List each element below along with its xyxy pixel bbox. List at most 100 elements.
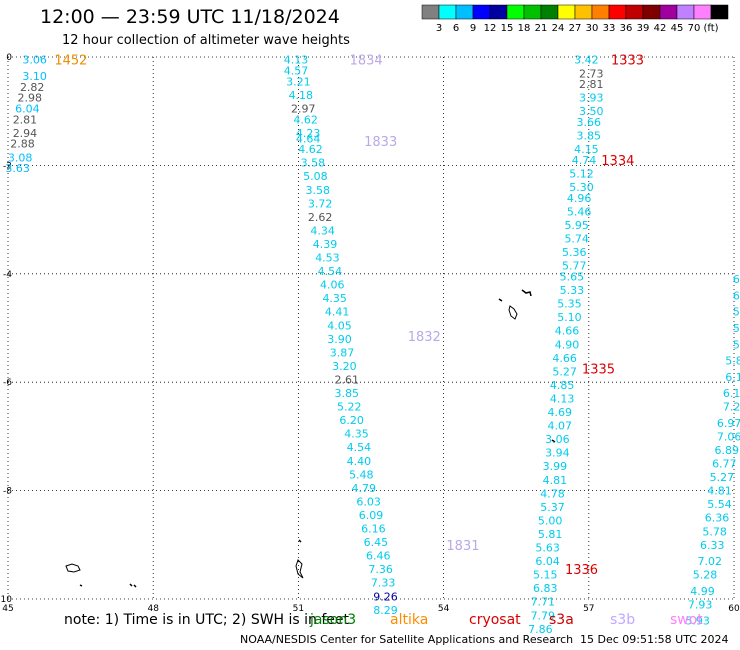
wave-height-value: 5.78 <box>702 525 727 538</box>
colorbar-label: 12 <box>484 23 497 34</box>
wave-height-value: 5.10 <box>557 311 582 324</box>
wave-height-value: 5.08 <box>303 170 328 183</box>
wave-height-value: 6.09 <box>359 509 384 522</box>
wave-height-value: 4.74 <box>572 154 597 167</box>
colorbar-label: 18 <box>518 23 531 34</box>
pass-time-label: 1334 <box>601 154 634 169</box>
wave-height-value: 4.90 <box>555 338 580 351</box>
wave-height-value: 4.15 <box>574 143 599 156</box>
wave-height-value: 7.86 <box>528 623 553 636</box>
wave-height-value: 2.62 <box>308 211 333 224</box>
wave-height-value: 9.26 <box>373 590 398 603</box>
wave-height-value: 5 <box>733 306 740 319</box>
wave-height-value: 2.81 <box>13 113 38 126</box>
wave-height-value: 4.54 <box>347 441 372 454</box>
colorbar-label: 70 <box>688 23 701 34</box>
wave-height-value: 4.81 <box>543 474 568 487</box>
wave-height-value: 3.21 <box>286 75 311 88</box>
wave-height-value: 5.54 <box>707 498 732 511</box>
wave-height-value: 6.16 <box>361 523 386 536</box>
wave-height-value: 3.42 <box>574 54 599 67</box>
wave-height-value: 6.97 <box>717 417 740 430</box>
wave-height-value: 5.27 <box>710 471 735 484</box>
legend-cryosat: cryosat <box>469 612 521 628</box>
wave-height-value: 6.03 <box>356 495 381 508</box>
wave-height-value: 4.53 <box>315 252 340 265</box>
wave-height-value: 5 <box>733 322 740 335</box>
wave-height-value: 2.94 <box>13 127 38 140</box>
legend-swot: swot <box>670 612 703 628</box>
wave-height-value: 5.48 <box>349 468 374 481</box>
wave-height-value: 4.13 <box>284 54 309 67</box>
colorbar-swatch <box>710 4 729 20</box>
wave-height-value: 4.81 <box>707 485 732 498</box>
wave-height-value: 3.06 <box>545 433 570 446</box>
wave-height-value: 5.22 <box>337 401 362 414</box>
wave-height-value: 3.63 <box>5 162 30 175</box>
wave-height-value: 4.40 <box>347 455 372 468</box>
wave-height-value: 4.62 <box>293 113 318 126</box>
wave-height-value: 5.27 <box>552 365 577 378</box>
wave-height-value: 5.63 <box>535 542 560 555</box>
y-tick-label: -8 <box>3 487 12 497</box>
wave-height-value: 3.20 <box>332 360 357 373</box>
x-tick-label: 51 <box>293 604 304 614</box>
pass-time-label: 1335 <box>582 363 615 378</box>
wave-height-value: 7.02 <box>698 555 723 568</box>
wave-height-value: 3.85 <box>577 130 602 143</box>
wave-height-value: 4.35 <box>344 428 369 441</box>
color-scale-legend: 3 6 9 12 15 18 21 24 27 30 33 36 39 42 45 70 (ft) <box>421 4 729 34</box>
colorbar-label: 9 <box>470 23 476 34</box>
wave-height-value: 3.10 <box>22 70 47 83</box>
wave-height-value: 5 <box>733 338 740 351</box>
pass-time-label: 1831 <box>446 539 479 554</box>
wave-height-value: 5.74 <box>564 233 589 246</box>
wave-height-value: 5.15 <box>533 569 558 582</box>
page-title: 12:00 — 23:59 UTC 11/18/2024 <box>40 6 340 28</box>
x-tick-label: 54 <box>438 604 450 614</box>
land-islands <box>65 289 556 588</box>
colorbar-label: 3 <box>436 23 442 34</box>
wave-height-value: 6.33 <box>700 539 725 552</box>
wave-height-value: 5.12 <box>569 168 594 181</box>
wave-height-value: 4.62 <box>298 143 323 156</box>
wave-height-value: 7.71 <box>531 596 556 609</box>
wave-height-value: 7.36 <box>368 563 393 576</box>
wave-height-value: 3.58 <box>301 157 326 170</box>
wave-height-value: 6.36 <box>705 512 730 525</box>
grid-lines <box>7 56 735 600</box>
wave-height-value: 4.39 <box>313 238 338 251</box>
altimeter-tracks: 3.063.102.822.986.042.812.942.883.083.63… <box>5 54 740 636</box>
island-outline <box>79 584 83 587</box>
x-tick-label: 45 <box>2 604 13 614</box>
wave-height-value: 6.89 <box>714 444 739 457</box>
wave-height-value: 4.35 <box>322 292 347 305</box>
pass-time-label: 1336 <box>565 563 598 578</box>
island-outline <box>551 439 556 443</box>
wave-height-value: 3.90 <box>327 333 352 346</box>
wave-height-value: 4.66 <box>555 325 580 338</box>
legend-s3b: s3b <box>610 612 636 628</box>
wave-height-value: 3.72 <box>308 197 333 210</box>
note-text: note: 1) Time is in UTC; 2) SWH is in fe… <box>64 612 350 628</box>
wave-height-value: 6.20 <box>339 414 364 427</box>
colorbar-label: 42 <box>654 23 667 34</box>
wave-height-value: 4.07 <box>548 420 573 433</box>
y-tick-label: 0 <box>6 53 12 63</box>
colorbar-label: 33 <box>603 23 616 34</box>
colorbar-label: (ft) <box>703 23 718 34</box>
legend-jason3: jason3 <box>310 612 357 628</box>
wave-height-value: 4.05 <box>327 319 352 332</box>
y-tick-label: -4 <box>3 270 12 280</box>
wave-height-value: 4.06 <box>320 279 345 292</box>
wave-height-value: 5.8 <box>725 355 740 368</box>
wave-height-value: 4.41 <box>325 306 350 319</box>
colorbar-label: 24 <box>552 23 565 34</box>
wave-height-value: 5.33 <box>560 284 585 297</box>
wave-height-value: 3.66 <box>577 116 602 129</box>
wave-height-value: 6.1 <box>725 371 740 384</box>
wave-height-value: 3.85 <box>335 387 360 400</box>
colorbar-label: 6 <box>453 23 459 34</box>
wave-height-value: 6.46 <box>366 550 391 563</box>
footer-timestamp: 15 Dec 09:51:58 UTC 2024 <box>580 633 729 646</box>
